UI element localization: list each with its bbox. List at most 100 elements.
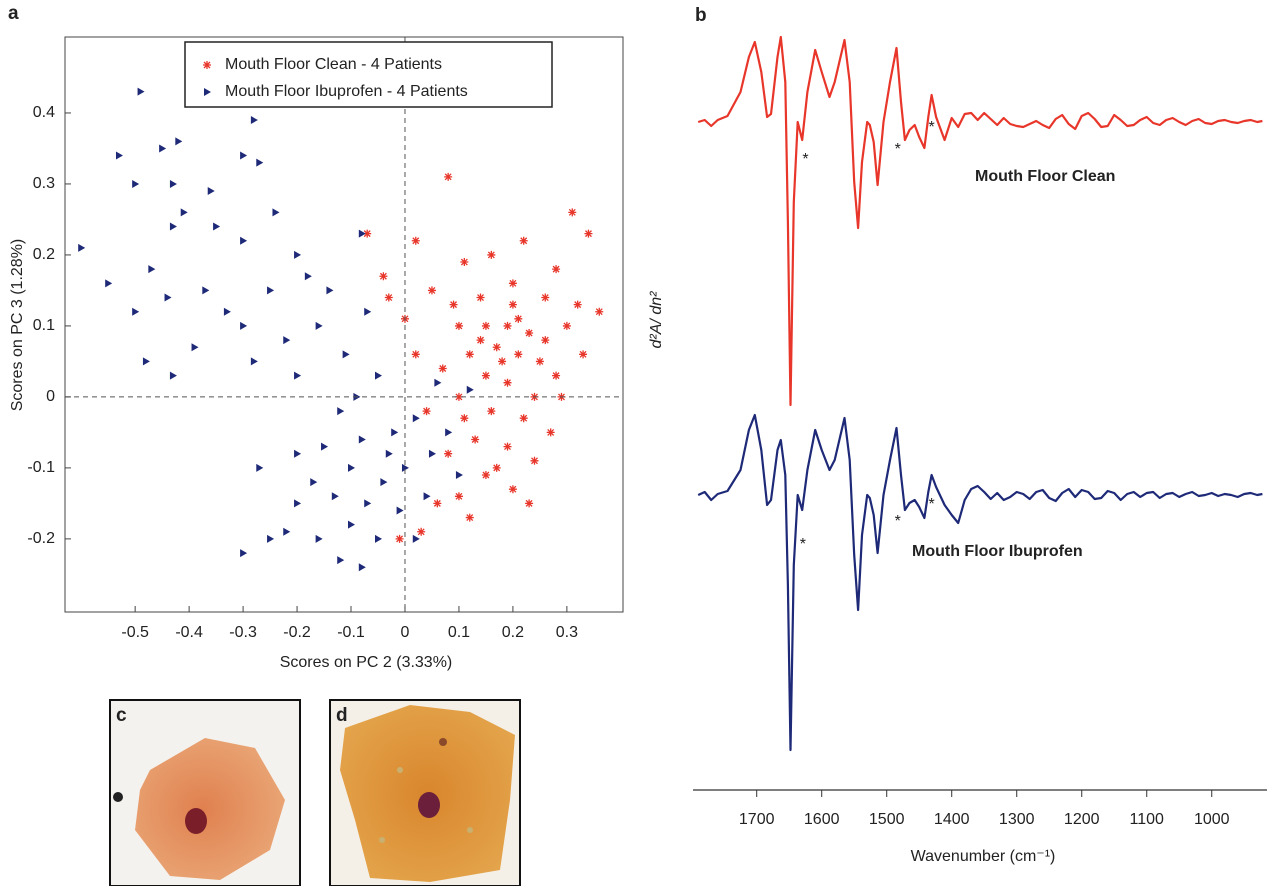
data-point: [315, 321, 323, 330]
legend-label: Mouth Floor Ibuprofen - 4 Patients: [225, 83, 468, 100]
data-point: [465, 513, 474, 522]
data-point: [337, 407, 345, 416]
legend-marker: [203, 61, 211, 69]
data-point: [132, 179, 140, 188]
data-point: [169, 179, 177, 188]
data-point: [460, 414, 469, 423]
y-tick-label: -0.1: [27, 459, 55, 476]
x-tick-label: -0.1: [337, 624, 365, 641]
annotation: *: [895, 141, 901, 158]
data-point: [180, 208, 188, 217]
y-tick-label: 0.4: [33, 104, 55, 121]
data-point: [169, 222, 177, 231]
panel-label: a: [8, 3, 19, 24]
data-point: [595, 307, 604, 316]
x-tick-label: 1000: [1194, 811, 1230, 828]
data-point: [411, 236, 420, 245]
data-point: [240, 151, 248, 160]
data-point: [508, 485, 517, 494]
data-point: [142, 357, 150, 366]
data-point: [579, 350, 588, 359]
data-point: [503, 321, 512, 330]
data-point: [454, 492, 463, 501]
data-point: [444, 172, 453, 181]
data-point: [148, 265, 156, 274]
data-point: [552, 265, 561, 274]
data-point: [445, 428, 453, 437]
y-tick-label: -0.2: [27, 530, 55, 547]
spectrum-line: [697, 413, 1263, 752]
image-c: c: [109, 699, 301, 886]
x-tick-label: 0.2: [502, 624, 524, 641]
data-point: [164, 293, 172, 302]
data-point: [434, 378, 442, 387]
data-point: [503, 378, 512, 387]
data-point: [132, 307, 140, 316]
data-point: [374, 371, 382, 380]
data-point: [412, 414, 420, 423]
x-tick-label: -0.3: [229, 624, 257, 641]
data-point: [331, 492, 339, 501]
data-point: [310, 478, 318, 487]
data-point: [267, 534, 275, 543]
series-label: Mouth Floor Ibuprofen: [912, 543, 1083, 560]
data-point: [115, 151, 123, 160]
data-point: [476, 336, 485, 345]
data-point: [514, 350, 523, 359]
granule: [439, 738, 447, 746]
data-point: [476, 293, 485, 302]
data-point: [466, 385, 474, 394]
annotation: *: [928, 496, 934, 513]
nucleus: [185, 808, 207, 834]
legend-marker: [204, 88, 211, 96]
x-tick-label: 1300: [999, 811, 1035, 828]
data-point: [530, 456, 539, 465]
data-point: [207, 187, 215, 196]
data-point: [202, 286, 210, 295]
data-point: [444, 449, 453, 458]
y-tick-label: 0: [46, 388, 55, 405]
data-point: [438, 364, 447, 373]
image-d: d: [329, 699, 521, 886]
data-point: [562, 321, 571, 330]
axes-frame: [64, 36, 624, 613]
data-point: [321, 442, 329, 451]
data-point: [240, 549, 248, 558]
data-point: [573, 300, 582, 309]
data-point: [283, 527, 291, 536]
data-point: [385, 449, 393, 458]
data-point: [584, 229, 593, 238]
data-point: [294, 449, 302, 458]
y-tick-label: 0.2: [33, 246, 55, 263]
x-tick-label: 1500: [869, 811, 905, 828]
data-point: [514, 314, 523, 323]
data-point: [267, 286, 275, 295]
data-point: [380, 478, 388, 487]
data-point: [250, 357, 258, 366]
data-point: [428, 449, 436, 458]
data-point: [552, 371, 561, 380]
data-point: [223, 307, 231, 316]
data-point: [492, 463, 501, 472]
data-point: [449, 300, 458, 309]
granule: [467, 827, 473, 833]
data-point: [78, 243, 86, 252]
data-point: [519, 414, 528, 423]
cell: [135, 738, 285, 880]
data-point: [481, 470, 490, 479]
data-point: [487, 407, 496, 416]
plot-area: [78, 87, 604, 572]
data-point: [315, 534, 323, 543]
data-point: [213, 222, 221, 231]
data-point: [481, 371, 490, 380]
granule: [397, 767, 403, 773]
x-tick-label: 1700: [739, 811, 775, 828]
data-point: [455, 470, 463, 479]
x-axis-label: Scores on PC 2 (3.33%): [280, 654, 453, 671]
data-point: [525, 499, 534, 508]
granule: [379, 837, 385, 843]
y-tick-label: 0.1: [33, 317, 55, 334]
data-point: [546, 428, 555, 437]
y-axis-label: Scores on PC 3 (1.28%): [9, 239, 26, 412]
